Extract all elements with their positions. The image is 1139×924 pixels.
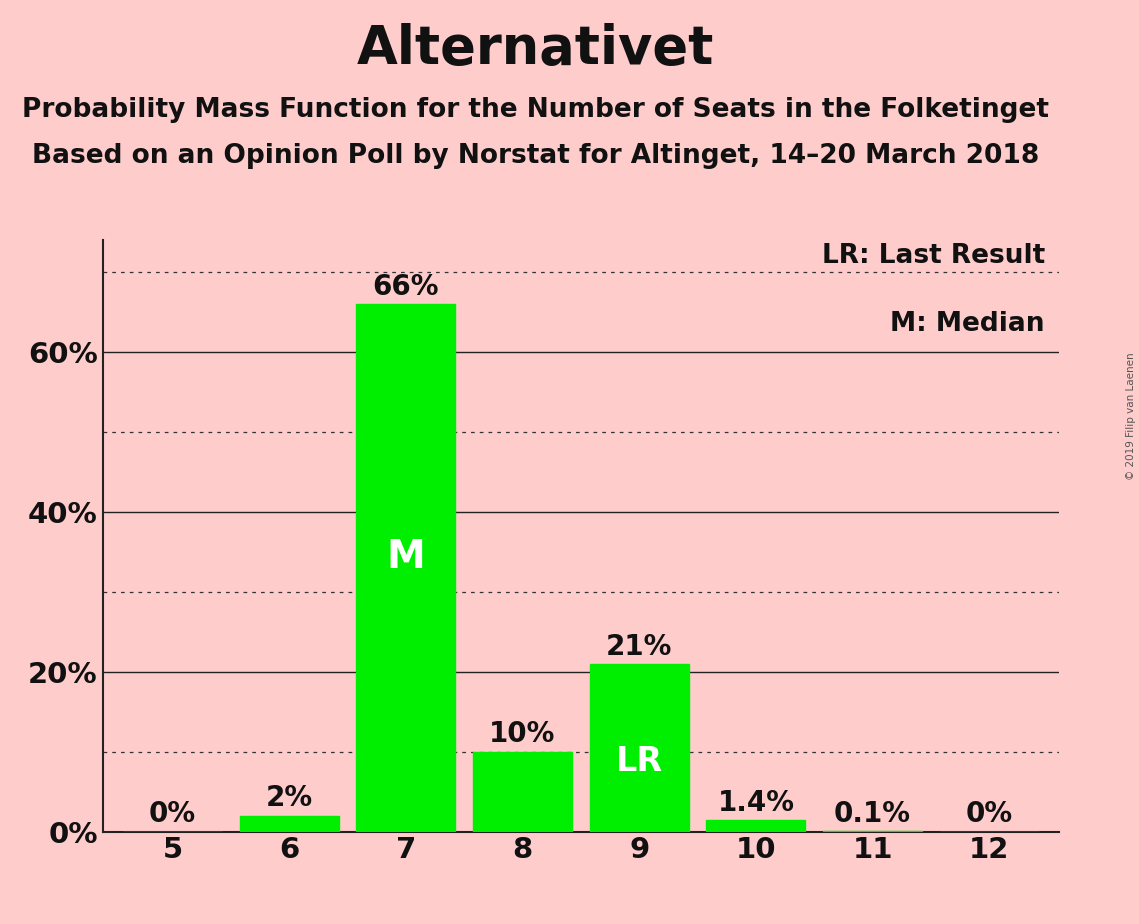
Bar [239, 816, 338, 832]
Text: M: Median: M: Median [891, 311, 1044, 337]
Text: 0.1%: 0.1% [834, 799, 911, 828]
Text: Alternativet: Alternativet [357, 23, 714, 75]
Text: M: M [386, 539, 425, 577]
Text: 0%: 0% [966, 800, 1013, 829]
Text: 21%: 21% [606, 633, 672, 661]
Text: Probability Mass Function for the Number of Seats in the Folketinget: Probability Mass Function for the Number… [22, 97, 1049, 123]
Text: LR: LR [616, 745, 663, 778]
Text: LR: Last Result: LR: Last Result [821, 243, 1044, 269]
Text: 66%: 66% [372, 273, 440, 301]
Text: © 2019 Filip van Laenen: © 2019 Filip van Laenen [1126, 352, 1136, 480]
Bar [357, 304, 456, 832]
Bar [473, 752, 572, 832]
Text: 1.4%: 1.4% [718, 789, 794, 817]
Text: Based on an Opinion Poll by Norstat for Altinget, 14–20 March 2018: Based on an Opinion Poll by Norstat for … [32, 143, 1039, 169]
Text: 10%: 10% [490, 721, 556, 748]
Text: 0%: 0% [149, 800, 196, 829]
Bar [590, 663, 689, 832]
Text: 2%: 2% [265, 784, 313, 812]
Bar [706, 821, 805, 832]
